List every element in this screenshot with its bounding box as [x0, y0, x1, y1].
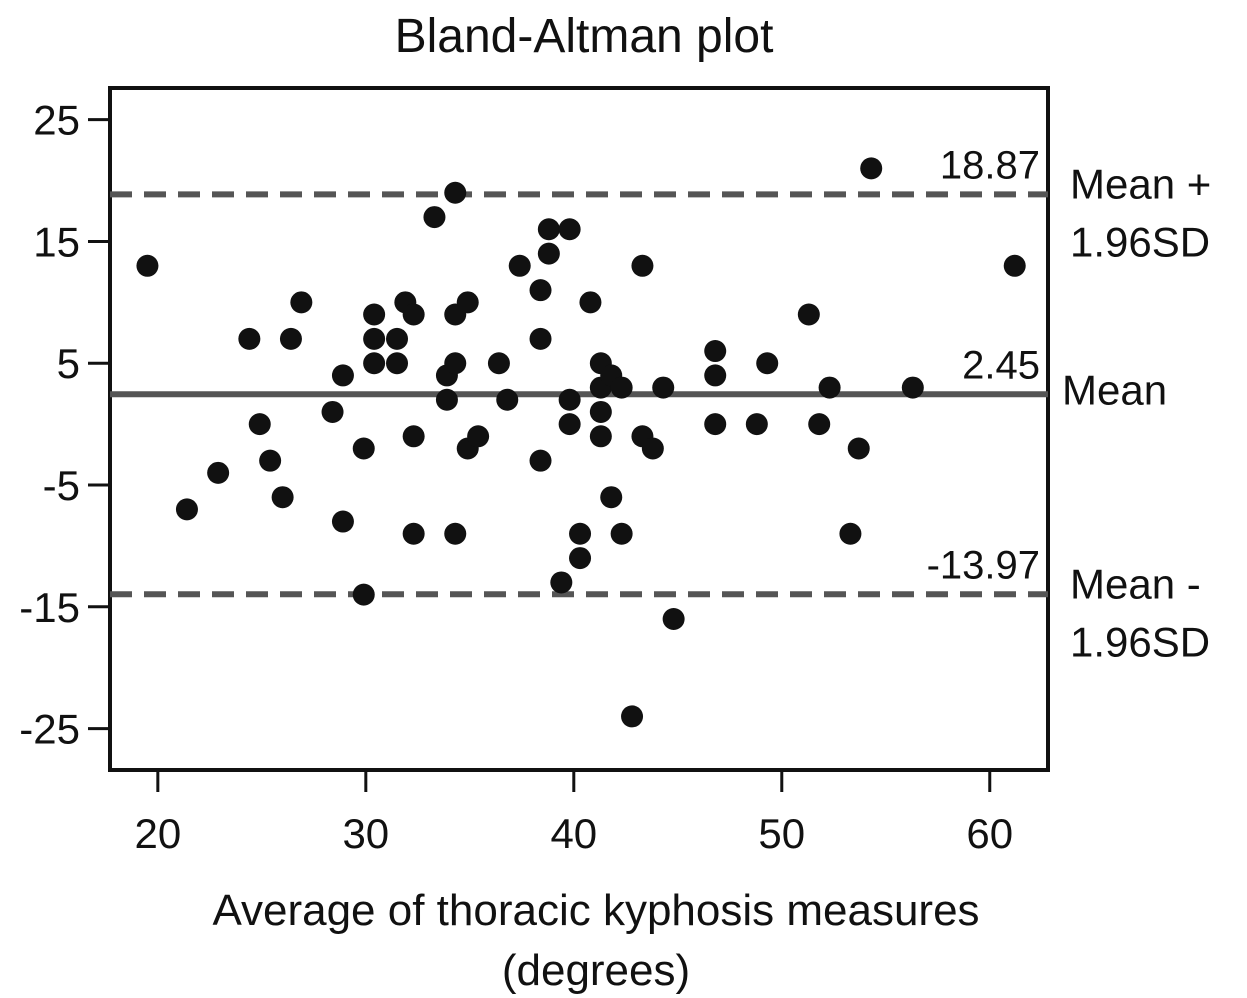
- data-point: [363, 327, 386, 350]
- data-point: [402, 425, 425, 448]
- data-point: [558, 218, 581, 241]
- reference-value-label: 2.45: [962, 343, 1040, 387]
- data-point: [558, 388, 581, 411]
- data-point: [621, 705, 644, 728]
- data-point: [423, 206, 446, 229]
- data-point: [386, 327, 409, 350]
- reference-value-label: -13.97: [927, 543, 1040, 587]
- data-point: [529, 279, 552, 302]
- x-axis-label-line2: (degrees): [502, 946, 690, 995]
- data-point: [207, 461, 230, 484]
- reference-value-label: 18.87: [940, 143, 1040, 187]
- data-point: [589, 425, 612, 448]
- data-point: [456, 291, 479, 314]
- data-point: [363, 303, 386, 326]
- data-point: [386, 352, 409, 375]
- data-point: [444, 181, 467, 204]
- y-tick-label: -25: [19, 706, 80, 753]
- x-axis-label-line1: Average of thoracic kyphosis measures: [212, 886, 979, 935]
- y-tick-label: 25: [33, 97, 80, 144]
- x-tick-label: 40: [550, 810, 597, 857]
- x-tick-label: 30: [342, 810, 389, 857]
- data-point: [279, 327, 302, 350]
- data-point: [569, 547, 592, 570]
- data-point: [238, 327, 261, 350]
- data-point: [610, 522, 633, 545]
- data-point: [175, 498, 198, 521]
- data-point: [579, 291, 602, 314]
- data-point: [631, 254, 654, 277]
- data-point: [136, 254, 159, 277]
- data-point: [321, 400, 344, 423]
- data-point: [704, 340, 727, 363]
- data-point: [271, 486, 294, 509]
- y-tick-label: 5: [57, 340, 80, 387]
- data-point: [704, 413, 727, 436]
- data-point: [808, 413, 831, 436]
- data-point: [641, 437, 664, 460]
- x-tick-label: 50: [758, 810, 805, 857]
- data-point: [467, 425, 490, 448]
- data-point: [537, 218, 560, 241]
- data-point: [860, 157, 883, 180]
- data-point: [248, 413, 271, 436]
- data-point: [363, 352, 386, 375]
- data-point: [569, 522, 592, 545]
- reference-label: Mean +: [1070, 160, 1211, 207]
- data-point: [652, 376, 675, 399]
- y-tick-label: 15: [33, 218, 80, 265]
- data-point: [352, 583, 375, 606]
- data-point: [529, 327, 552, 350]
- reference-label: Mean -: [1070, 560, 1201, 607]
- plot-frame: [108, 86, 1050, 772]
- data-point: [435, 388, 458, 411]
- x-tick-label: 60: [966, 810, 1013, 857]
- data-point: [797, 303, 820, 326]
- reference-label: Mean: [1062, 366, 1167, 413]
- data-point: [508, 254, 531, 277]
- data-point: [331, 510, 354, 533]
- data-point: [290, 291, 313, 314]
- data-point: [662, 607, 685, 630]
- data-point: [756, 352, 779, 375]
- y-tick-label: -15: [19, 584, 80, 631]
- data-point: [444, 522, 467, 545]
- data-point: [610, 376, 633, 399]
- data-point: [839, 522, 862, 545]
- x-tick-label: 20: [134, 810, 181, 857]
- data-point: [402, 303, 425, 326]
- data-point: [402, 522, 425, 545]
- data-point: [745, 413, 768, 436]
- reference-label: 1.96SD: [1070, 218, 1210, 265]
- data-point: [444, 352, 467, 375]
- data-point: [589, 400, 612, 423]
- data-point: [847, 437, 870, 460]
- data-point: [496, 388, 519, 411]
- data-point: [704, 364, 727, 387]
- data-point: [331, 364, 354, 387]
- data-point: [558, 413, 581, 436]
- data-point: [259, 449, 282, 472]
- data-point: [550, 571, 573, 594]
- data-point: [352, 437, 375, 460]
- reference-label: 1.96SD: [1070, 618, 1210, 665]
- chart-title: Bland-Altman plot: [395, 10, 774, 63]
- data-point: [1003, 254, 1026, 277]
- data-point: [529, 449, 552, 472]
- data-point: [600, 486, 623, 509]
- data-point: [487, 352, 510, 375]
- data-point: [818, 376, 841, 399]
- y-tick-label: -5: [43, 462, 80, 509]
- data-point: [901, 376, 924, 399]
- data-point: [537, 242, 560, 265]
